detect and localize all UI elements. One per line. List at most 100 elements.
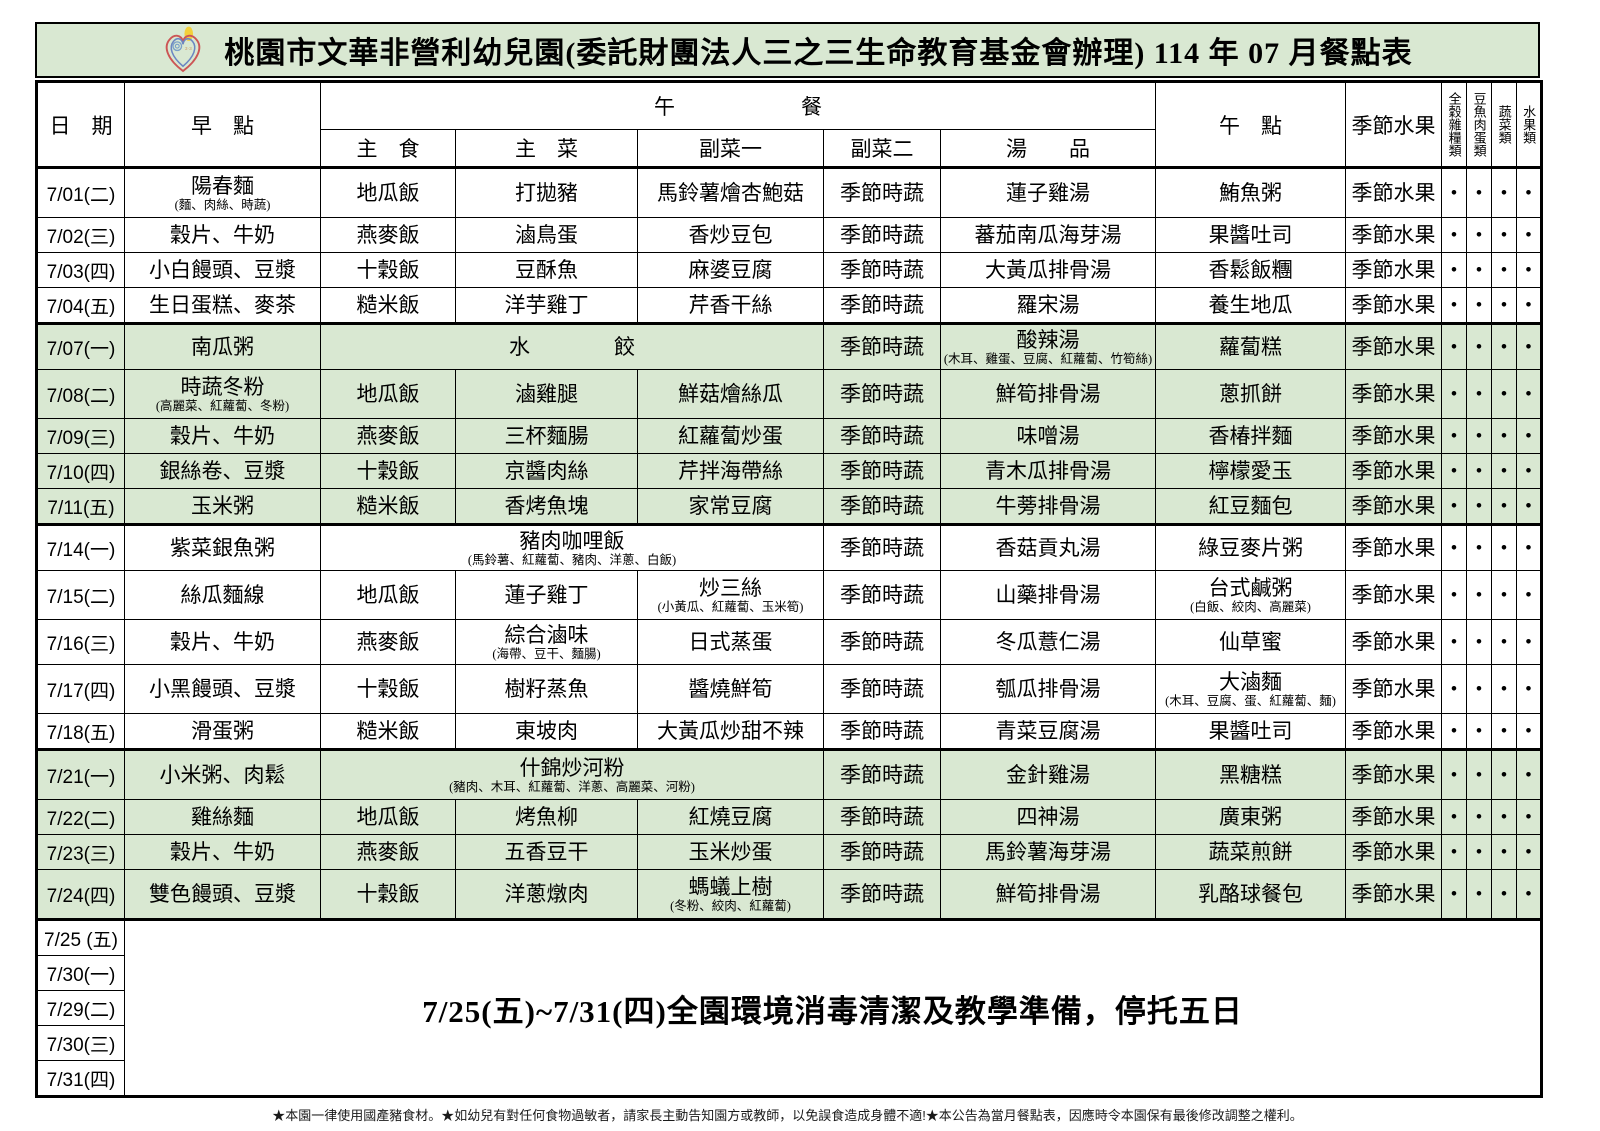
protein-mark: • bbox=[1466, 252, 1493, 288]
fruit-cell: 季節水果 bbox=[1345, 834, 1443, 870]
side1-cell: 馬鈴薯燴杏鮑菇 bbox=[637, 166, 824, 218]
dish-name: 十穀飯 bbox=[356, 458, 420, 483]
protein-mark: • bbox=[1466, 834, 1493, 870]
snack-cell: 檸檬愛玉 bbox=[1155, 453, 1347, 489]
snack-cell: 蘿蔔糕 bbox=[1155, 322, 1347, 370]
dish-note: (木耳、豆腐、蛋、紅蘿蔔、麵) bbox=[1165, 693, 1336, 708]
title-bar: 3·3 桃園市文華非營利幼兒園(委託財團法人三之三生命教育基金會辦理) 114 … bbox=[35, 22, 1540, 78]
staple-cell: 糙米飯 bbox=[320, 287, 456, 324]
side1-cell: 紅燒豆腐 bbox=[637, 799, 824, 835]
menu-row: 7/10(四) 銀絲卷、豆漿 十穀飯 京醬肉絲 芹拌海帶絲 季節時蔬 青木瓜排骨… bbox=[36, 453, 1543, 489]
menu-row: 7/22(二) 雞絲麵 地瓜飯 烤魚柳 紅燒豆腐 季節時蔬 四神湯 廣東粥 季節… bbox=[36, 799, 1543, 835]
snack-cell: 乳酪球餐包 bbox=[1155, 869, 1347, 920]
dish-name: 糙米飯 bbox=[356, 292, 420, 317]
date-cell: 7/15(二) bbox=[36, 570, 125, 620]
dish-name: 南瓜粥 bbox=[191, 334, 254, 359]
side2-cell: 季節時蔬 bbox=[823, 834, 941, 870]
dish-name: 蘿蔔糕 bbox=[1219, 334, 1283, 359]
dish-name: 香炒豆包 bbox=[688, 222, 773, 247]
snack-cell: 綠豆麥片粥 bbox=[1155, 523, 1347, 571]
soup-cell: 山藥排骨湯 bbox=[939, 570, 1157, 620]
fruit-cell: 季節水果 bbox=[1345, 523, 1443, 571]
date-cell: 7/25 (五) bbox=[36, 918, 125, 956]
closure-message: 7/25(五)~7/31(四)全園環境消毒清潔及教學準備，停托五日 bbox=[422, 993, 1243, 1029]
snack-cell: 台式鹹粥 (白飯、絞肉、高麗菜) bbox=[1155, 570, 1347, 620]
soup-cell: 味噌湯 bbox=[939, 418, 1157, 454]
dish-name: 冬瓜薏仁湯 bbox=[995, 629, 1101, 654]
fruit-mark: • bbox=[1516, 523, 1543, 571]
dish-name: 季節水果 bbox=[1351, 881, 1436, 906]
dish-name: 絲瓜麵線 bbox=[180, 582, 265, 607]
side2-cell: 季節時蔬 bbox=[823, 523, 941, 571]
side1-cell: 家常豆腐 bbox=[637, 488, 824, 525]
dish-name: 季節時蔬 bbox=[840, 381, 924, 406]
snack-cell: 廣東粥 bbox=[1155, 799, 1347, 835]
menu-row: 7/14(一) 紫菜銀魚粥 豬肉咖哩飯 (馬鈴薯、紅蘿蔔、豬肉、洋蔥、白飯) 季節… bbox=[36, 523, 1543, 571]
dish-name: 鮮筍排骨湯 bbox=[995, 881, 1101, 906]
date-cell: 7/30(三) bbox=[36, 1025, 125, 1061]
fruit-mark: • bbox=[1516, 799, 1543, 835]
breakfast-cell: 穀片、牛奶 bbox=[124, 418, 321, 454]
soup-cell: 青菜豆腐湯 bbox=[939, 713, 1157, 750]
dish-name: 生日蛋糕、麥茶 bbox=[149, 292, 296, 317]
dish-name: 滑蛋粥 bbox=[191, 718, 254, 743]
merged-lunch-cell: 什錦炒河粉 (豬肉、木耳、紅蘿蔔、洋蔥、高麗菜、河粉) bbox=[320, 748, 824, 800]
side2-cell: 季節時蔬 bbox=[823, 322, 941, 370]
dish-name: 季節時蔬 bbox=[840, 458, 924, 483]
header-category-grains: 全穀雜糧類 bbox=[1441, 81, 1468, 168]
side2-cell: 季節時蔬 bbox=[823, 287, 941, 324]
protein-mark: • bbox=[1466, 799, 1493, 835]
dish-name: 滷雞腿 bbox=[515, 381, 578, 406]
menu-row: 7/08(二) 時蔬冬粉 (高麗菜、紅蘿蔔、冬粉) 地瓜飯 滷雞腿 鮮菇燴絲瓜 季… bbox=[36, 369, 1543, 419]
grain-mark: • bbox=[1441, 252, 1468, 288]
dish-note: (小黃瓜、紅蘿蔔、玉米筍) bbox=[657, 599, 804, 614]
date-cell: 7/03(四) bbox=[36, 252, 125, 288]
soup-cell: 大黃瓜排骨湯 bbox=[939, 252, 1157, 288]
grain-mark: • bbox=[1441, 488, 1468, 525]
side2-cell: 季節時蔬 bbox=[823, 619, 941, 665]
dish-name: 鮪魚粥 bbox=[1219, 180, 1283, 205]
dish-name: 季節時蔬 bbox=[840, 629, 924, 654]
dish-name: 蕃茄南瓜海芽湯 bbox=[974, 222, 1122, 247]
fruit-cell: 季節水果 bbox=[1345, 619, 1443, 665]
dish-name: 季節水果 bbox=[1351, 257, 1436, 282]
dish-name: 季節水果 bbox=[1351, 334, 1436, 359]
snack-cell: 鮪魚粥 bbox=[1155, 166, 1347, 218]
dish-name: 季節時蔬 bbox=[840, 180, 924, 205]
dish-name: 洋芋雞丁 bbox=[504, 292, 589, 317]
dish-name: 蔬菜煎餅 bbox=[1208, 839, 1293, 864]
snack-cell: 香鬆飯糰 bbox=[1155, 252, 1347, 288]
breakfast-cell: 南瓜粥 bbox=[124, 322, 321, 370]
dish-name: 蓮子雞丁 bbox=[504, 582, 589, 607]
soup-cell: 牛蒡排骨湯 bbox=[939, 488, 1157, 525]
protein-mark: • bbox=[1466, 369, 1493, 419]
breakfast-cell: 時蔬冬粉 (高麗菜、紅蘿蔔、冬粉) bbox=[124, 369, 321, 419]
dish-name: 季節水果 bbox=[1351, 222, 1436, 247]
dish-name: 小黑饅頭、豆漿 bbox=[149, 676, 296, 701]
soup-cell: 鮮筍排骨湯 bbox=[939, 369, 1157, 419]
dish-name: 羅宋湯 bbox=[1016, 292, 1080, 317]
staple-cell: 燕麥飯 bbox=[320, 418, 456, 454]
menu-row: 7/15(二) 絲瓜麵線 地瓜飯 蓮子雞丁 炒三絲 (小黃瓜、紅蘿蔔、玉米筍) 季… bbox=[36, 570, 1543, 620]
dish-name: 季節時蔬 bbox=[840, 839, 924, 864]
dish-name: 十穀飯 bbox=[356, 881, 420, 906]
protein-mark: • bbox=[1466, 166, 1493, 218]
side2-cell: 季節時蔬 bbox=[823, 217, 941, 253]
dish-name: 醬燒鮮筍 bbox=[688, 676, 773, 701]
dish-name: 季節時蔬 bbox=[840, 257, 924, 282]
protein-mark: • bbox=[1466, 523, 1493, 571]
dish-name: 鮮筍排骨湯 bbox=[995, 381, 1101, 406]
main-dish-cell: 洋蔥燉肉 bbox=[455, 869, 638, 920]
vegetable-mark: • bbox=[1491, 166, 1518, 218]
fruit-cell: 季節水果 bbox=[1345, 322, 1443, 370]
vegetable-mark: • bbox=[1491, 252, 1518, 288]
dish-name: 季節時蔬 bbox=[840, 718, 924, 743]
soup-cell: 鮮筍排骨湯 bbox=[939, 869, 1157, 920]
breakfast-cell: 陽春麵 (麵、肉絲、時蔬) bbox=[124, 166, 321, 218]
dish-name: 季節時蔬 bbox=[840, 222, 924, 247]
dish-name: 季節水果 bbox=[1351, 458, 1436, 483]
dish-name: 銀絲卷、豆漿 bbox=[159, 458, 286, 483]
menu-row: 7/21(一) 小米粥、肉鬆 什錦炒河粉 (豬肉、木耳、紅蘿蔔、洋蔥、高麗菜、河粉… bbox=[36, 748, 1543, 800]
menu-row: 7/23(三) 穀片、牛奶 燕麥飯 五香豆干 玉米炒蛋 季節時蔬 馬鈴薯海芽湯 … bbox=[36, 834, 1543, 870]
